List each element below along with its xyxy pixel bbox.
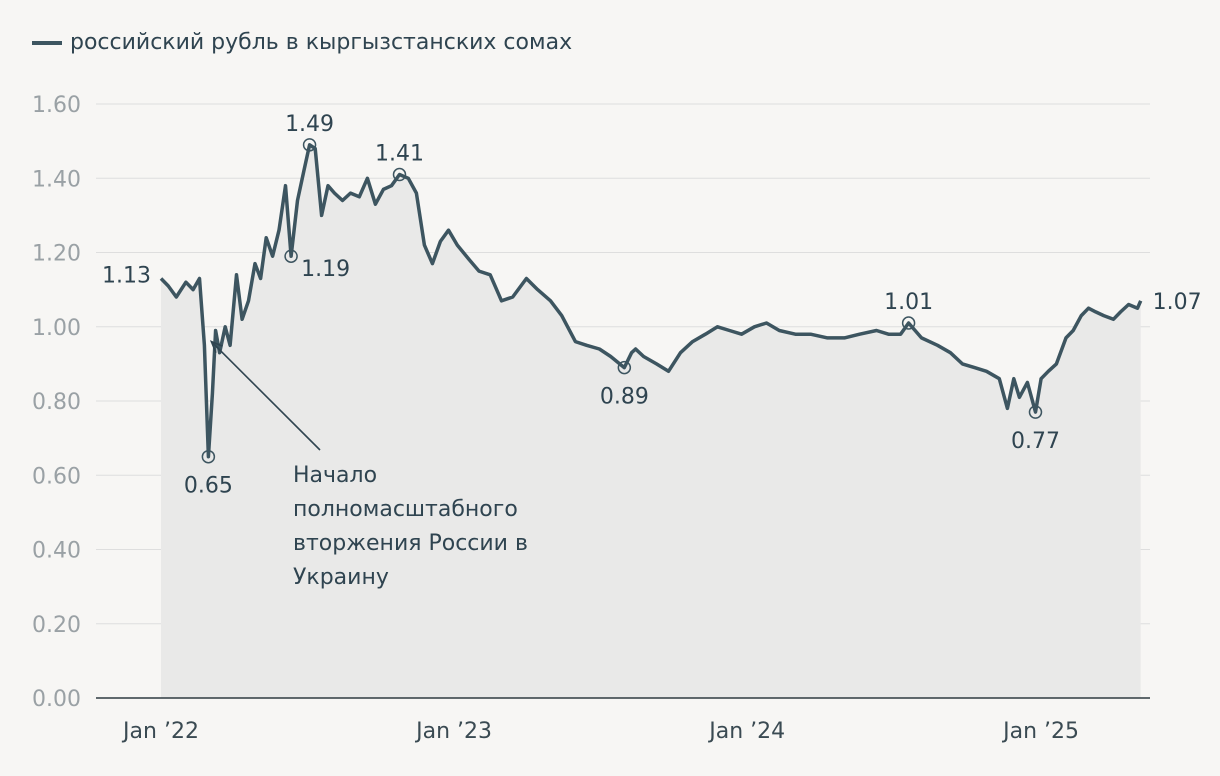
annotation-marker xyxy=(302,138,317,152)
annotation-marker xyxy=(392,167,407,182)
y-tick-label: 0.60 xyxy=(32,464,81,489)
data-label: 1.19 xyxy=(301,257,350,282)
annotation-arrow-head xyxy=(209,340,223,354)
annotation-marker xyxy=(201,449,216,464)
data-label: 1.07 xyxy=(1153,290,1202,315)
x-tick-label: Jan ’22 xyxy=(121,719,199,744)
annotation-text: Начало xyxy=(293,463,377,488)
series-line xyxy=(159,143,1143,459)
y-tick-label: 0.80 xyxy=(32,390,81,415)
data-label: 0.65 xyxy=(184,474,233,499)
x-tick-label: Jan ’25 xyxy=(1001,719,1079,744)
data-label: 0.77 xyxy=(1011,429,1060,454)
data-label: 1.49 xyxy=(285,112,334,137)
legend-swatch xyxy=(32,40,62,45)
annotation-text: вторжения России в xyxy=(293,531,528,556)
annotation-arrow-line xyxy=(210,341,321,451)
annotation-marker xyxy=(284,249,298,263)
annotation-marker xyxy=(901,316,916,330)
annotation-marker xyxy=(617,360,632,375)
y-tick-label: 0.20 xyxy=(32,613,81,638)
annotation-marker xyxy=(1028,405,1043,419)
annotation-text: полномасштабного xyxy=(293,497,518,522)
y-tick-label: 1.00 xyxy=(32,316,81,341)
data-label: 1.13 xyxy=(102,263,151,288)
y-tick-label: 1.60 xyxy=(32,93,81,118)
y-tick-label: 1.20 xyxy=(32,242,81,267)
x-tick-label: Jan ’24 xyxy=(707,719,785,744)
y-tick-label: 1.40 xyxy=(32,167,81,192)
legend: российский рубль в кыргызстанских сомах xyxy=(32,30,572,55)
x-tick-label: Jan ’23 xyxy=(414,719,492,744)
y-tick-label: 0.40 xyxy=(32,539,81,564)
data-label: 1.41 xyxy=(375,142,424,167)
y-tick-label: 0.00 xyxy=(32,687,81,712)
annotation-text: Украину xyxy=(293,565,389,590)
area-fill xyxy=(161,144,1141,699)
data-label: 0.89 xyxy=(600,385,649,410)
legend-label: российский рубль в кыргызстанских сомах xyxy=(70,30,573,55)
data-label: 1.01 xyxy=(884,290,933,315)
